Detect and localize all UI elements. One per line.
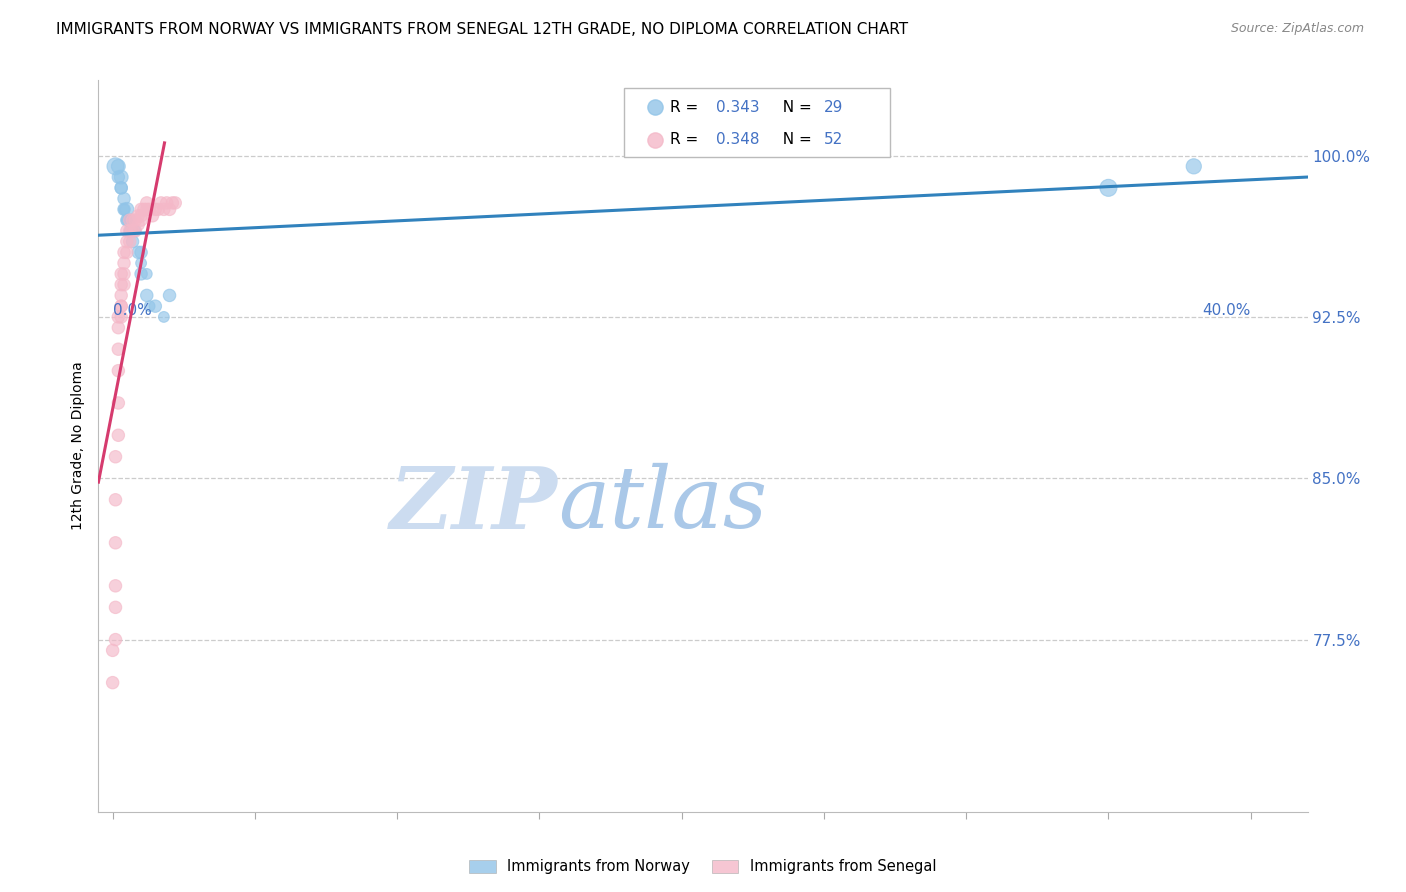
Text: ZIP: ZIP [389,463,558,546]
Point [112,192,135,206]
Point [127,209,149,223]
Bar [624,87,890,157]
Point [104,632,127,647]
Point [101,675,124,690]
Point [153,202,176,217]
Point [132,202,155,217]
Point [107,428,129,442]
Point [110,299,132,313]
Point [135,288,157,302]
Point [124,213,146,227]
Point [118,213,141,227]
Point [107,310,129,324]
Point [153,310,176,324]
Point [1182,159,1205,173]
Point [104,492,127,507]
Point [143,299,166,313]
Point [110,288,132,302]
Point [107,159,129,173]
Point [129,245,152,260]
Point [112,277,135,292]
Point [112,256,135,270]
Point [115,245,138,260]
Point [110,267,132,281]
Point [146,202,169,217]
Point [124,224,146,238]
Text: 40.0%: 40.0% [1202,303,1251,318]
Text: IMMIGRANTS FROM NORWAY VS IMMIGRANTS FROM SENEGAL 12TH GRADE, NO DIPLOMA CORRELA: IMMIGRANTS FROM NORWAY VS IMMIGRANTS FRO… [56,22,908,37]
Point [129,202,152,217]
Point [138,299,160,313]
Point [159,202,181,217]
Text: R =: R = [671,132,703,147]
Point [129,267,152,281]
Point [115,213,138,227]
Point [104,450,127,464]
Point [104,159,127,173]
Text: 0.343: 0.343 [716,100,759,114]
Point [156,195,179,210]
Point [107,170,129,185]
Point [118,235,141,249]
Point [107,364,129,378]
Legend: Immigrants from Norway, Immigrants from Senegal: Immigrants from Norway, Immigrants from … [464,854,942,880]
Point [112,267,135,281]
Point [107,342,129,356]
Point [121,213,143,227]
Point [150,195,173,210]
Point [138,202,160,217]
Point [110,181,132,195]
Point [118,224,141,238]
Point [110,277,132,292]
Point [141,209,163,223]
Point [107,320,129,334]
Point [1097,181,1119,195]
Point [112,202,135,217]
Point [162,195,184,210]
Point [124,224,146,238]
Point [121,224,143,238]
Point [110,181,132,195]
Point [107,396,129,410]
Y-axis label: 12th Grade, No Diploma: 12th Grade, No Diploma [72,361,86,531]
Text: R =: R = [671,100,703,114]
Point [110,310,132,324]
Text: 29: 29 [824,100,844,114]
Point [118,213,141,227]
Point [143,202,166,217]
Point [121,224,143,238]
Point [115,202,138,217]
Point [115,235,138,249]
Point [112,202,135,217]
Text: N =: N = [773,100,817,114]
Point [115,224,138,238]
Point [121,235,143,249]
Point [129,209,152,223]
Point [127,245,149,260]
Point [118,224,141,238]
Point [101,643,124,657]
Text: 0.348: 0.348 [716,132,759,147]
Point [135,195,157,210]
Point [129,256,152,270]
Point [104,536,127,550]
Point [135,267,157,281]
Text: 52: 52 [824,132,844,147]
Text: atlas: atlas [558,463,768,546]
Point [104,579,127,593]
Point [129,213,152,227]
Point [104,600,127,615]
Point [110,299,132,313]
Text: 0.0%: 0.0% [112,303,152,318]
Point [115,213,138,227]
Point [135,202,157,217]
Point [127,218,149,232]
Text: N =: N = [773,132,817,147]
Point [159,288,181,302]
Point [110,170,132,185]
Point [112,245,135,260]
Point [165,195,187,210]
Text: Source: ZipAtlas.com: Source: ZipAtlas.com [1230,22,1364,36]
